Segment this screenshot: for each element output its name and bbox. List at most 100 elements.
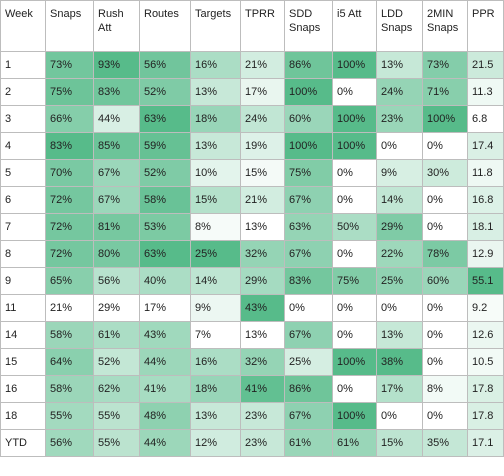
week-cell: 9	[0, 267, 46, 295]
cell-2min-snaps: 0%	[422, 321, 468, 349]
cell-targets: 9%	[190, 294, 241, 322]
cell-ppr: 18.1	[467, 213, 504, 241]
cell-2min-snaps: 60%	[422, 267, 468, 295]
table-row: 1 73% 93% 56% 16% 21% 86% 100% 13% 73% 21.5	[0, 51, 504, 79]
cell-ldd-snaps: 24%	[376, 78, 423, 106]
cell-snaps: 56%	[45, 429, 94, 457]
cell-tprr: 21%	[240, 186, 285, 214]
cell-sdd-snaps: 67%	[284, 240, 333, 268]
cell-rush-att: 85%	[93, 132, 140, 160]
cell-targets: 10%	[190, 159, 241, 187]
cell-sdd-snaps: 25%	[284, 348, 333, 376]
table-body: 1 73% 93% 56% 16% 21% 86% 100% 13% 73% 21.5 2 75% 83%…	[0, 51, 504, 457]
cell-snaps: 58%	[45, 321, 94, 349]
weekly-usage-table: Week Snaps Rush Att Routes Targets TPRR …	[0, 0, 504, 457]
cell-routes: 41%	[139, 375, 191, 403]
cell-ldd-snaps: 23%	[376, 105, 423, 133]
cell-i5-att: 0%	[332, 159, 377, 187]
header-row: Week Snaps Rush Att Routes Targets TPRR …	[0, 0, 504, 52]
cell-sdd-snaps: 0%	[284, 294, 333, 322]
cell-sdd-snaps: 75%	[284, 159, 333, 187]
cell-i5-att: 0%	[332, 186, 377, 214]
cell-routes: 58%	[139, 186, 191, 214]
cell-targets: 16%	[190, 348, 241, 376]
cell-rush-att: 67%	[93, 159, 140, 187]
cell-routes: 40%	[139, 267, 191, 295]
cell-sdd-snaps: 86%	[284, 51, 333, 79]
week-cell: 14	[0, 321, 46, 349]
cell-ldd-snaps: 0%	[376, 132, 423, 160]
cell-targets: 16%	[190, 51, 241, 79]
cell-sdd-snaps: 86%	[284, 375, 333, 403]
cell-i5-att: 100%	[332, 105, 377, 133]
cell-ppr: 16.8	[467, 186, 504, 214]
column-header-targets: Targets	[190, 0, 241, 52]
table-row: 7 72% 81% 53% 8% 13% 63% 50% 29% 0% 18.1	[0, 213, 504, 241]
week-cell: 18	[0, 402, 46, 430]
cell-sdd-snaps: 63%	[284, 213, 333, 241]
week-cell: 16	[0, 375, 46, 403]
cell-i5-att: 0%	[332, 240, 377, 268]
cell-targets: 18%	[190, 105, 241, 133]
cell-rush-att: 61%	[93, 321, 140, 349]
cell-tprr: 21%	[240, 51, 285, 79]
cell-rush-att: 55%	[93, 429, 140, 457]
column-header-2min-snaps: 2MIN Snaps	[422, 0, 468, 52]
cell-snaps: 70%	[45, 159, 94, 187]
cell-sdd-snaps: 100%	[284, 78, 333, 106]
cell-ppr: 11.3	[467, 78, 504, 106]
column-header-tprr: TPRR	[240, 0, 285, 52]
cell-targets: 7%	[190, 321, 241, 349]
cell-routes: 63%	[139, 105, 191, 133]
week-cell: 11	[0, 294, 46, 322]
cell-targets: 8%	[190, 213, 241, 241]
cell-i5-att: 50%	[332, 213, 377, 241]
cell-ppr: 17.1	[467, 429, 504, 457]
column-header-rush-att: Rush Att	[93, 0, 140, 52]
cell-targets: 12%	[190, 429, 241, 457]
cell-snaps: 83%	[45, 132, 94, 160]
cell-i5-att: 75%	[332, 267, 377, 295]
week-cell: 15	[0, 348, 46, 376]
cell-routes: 52%	[139, 159, 191, 187]
cell-i5-att: 0%	[332, 294, 377, 322]
cell-ldd-snaps: 0%	[376, 294, 423, 322]
cell-tprr: 23%	[240, 402, 285, 430]
cell-2min-snaps: 78%	[422, 240, 468, 268]
cell-routes: 44%	[139, 429, 191, 457]
table-row: 14 58% 61% 43% 7% 13% 67% 0% 13% 0% 12.6	[0, 321, 504, 349]
cell-tprr: 15%	[240, 159, 285, 187]
week-cell: 4	[0, 132, 46, 160]
cell-snaps: 64%	[45, 348, 94, 376]
cell-sdd-snaps: 60%	[284, 105, 333, 133]
cell-i5-att: 100%	[332, 51, 377, 79]
cell-2min-snaps: 0%	[422, 132, 468, 160]
table-row: 9 65% 56% 40% 14% 29% 83% 75% 25% 60% 55.1	[0, 267, 504, 295]
cell-ldd-snaps: 38%	[376, 348, 423, 376]
table-row: 6 72% 67% 58% 15% 21% 67% 0% 14% 0% 16.8	[0, 186, 504, 214]
cell-snaps: 66%	[45, 105, 94, 133]
column-header-snaps: Snaps	[45, 0, 94, 52]
cell-tprr: 32%	[240, 240, 285, 268]
cell-routes: 17%	[139, 294, 191, 322]
cell-sdd-snaps: 67%	[284, 402, 333, 430]
cell-snaps: 72%	[45, 213, 94, 241]
cell-tprr: 32%	[240, 348, 285, 376]
table-row: 11 21% 29% 17% 9% 43% 0% 0% 0% 0% 9.2	[0, 294, 504, 322]
cell-targets: 14%	[190, 267, 241, 295]
table-row: 8 72% 80% 63% 25% 32% 67% 0% 22% 78% 12.9	[0, 240, 504, 268]
cell-ppr: 10.5	[467, 348, 504, 376]
cell-targets: 25%	[190, 240, 241, 268]
cell-routes: 59%	[139, 132, 191, 160]
cell-snaps: 73%	[45, 51, 94, 79]
column-header-ppr: PPR	[467, 0, 504, 52]
cell-2min-snaps: 0%	[422, 348, 468, 376]
cell-ppr: 12.9	[467, 240, 504, 268]
table-row: 16 58% 62% 41% 18% 41% 86% 0% 17% 8% 17.8	[0, 375, 504, 403]
week-cell: 5	[0, 159, 46, 187]
cell-targets: 13%	[190, 402, 241, 430]
cell-routes: 48%	[139, 402, 191, 430]
cell-ppr: 9.2	[467, 294, 504, 322]
cell-2min-snaps: 0%	[422, 213, 468, 241]
cell-targets: 15%	[190, 186, 241, 214]
